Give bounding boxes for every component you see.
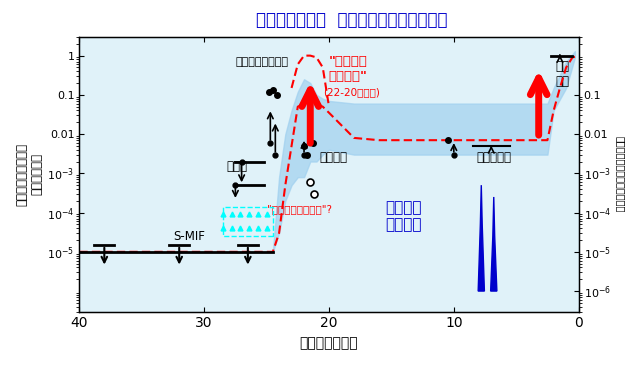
Text: 真核生物: 真核生物 xyxy=(319,151,347,164)
Text: "酸素の微かな痕跡"?: "酸素の微かな痕跡"? xyxy=(267,204,332,215)
Text: 大酸化イベント  原生代後期酸化イベント: 大酸化イベント 原生代後期酸化イベント xyxy=(256,11,448,29)
Bar xyxy=(223,207,273,236)
Text: 古土壌: 古土壌 xyxy=(227,160,248,173)
Text: マンガン鉱床形成: マンガン鉱床形成 xyxy=(236,57,289,67)
Y-axis label: 大気中の酸素分圧（現在日）: 大気中の酸素分圧（現在日） xyxy=(615,136,625,212)
X-axis label: 年代（億年前）: 年代（億年前） xyxy=(300,336,358,350)
Text: (22-20億年前): (22-20億年前) xyxy=(323,87,380,97)
Polygon shape xyxy=(478,185,484,291)
Polygon shape xyxy=(491,197,497,291)
Y-axis label: 大気中の酸素レベル
（現在＝１）: 大気中の酸素レベル （現在＝１） xyxy=(15,143,43,206)
Text: 全球凍結
イベント: 全球凍結 イベント xyxy=(386,200,422,233)
Text: 多細胞動物: 多細胞動物 xyxy=(476,151,511,164)
Text: S-MIF: S-MIF xyxy=(173,230,205,243)
Text: 木炭
化石: 木炭 化石 xyxy=(556,59,570,88)
Text: "オーバー
シュード": "オーバー シュード" xyxy=(328,55,367,83)
